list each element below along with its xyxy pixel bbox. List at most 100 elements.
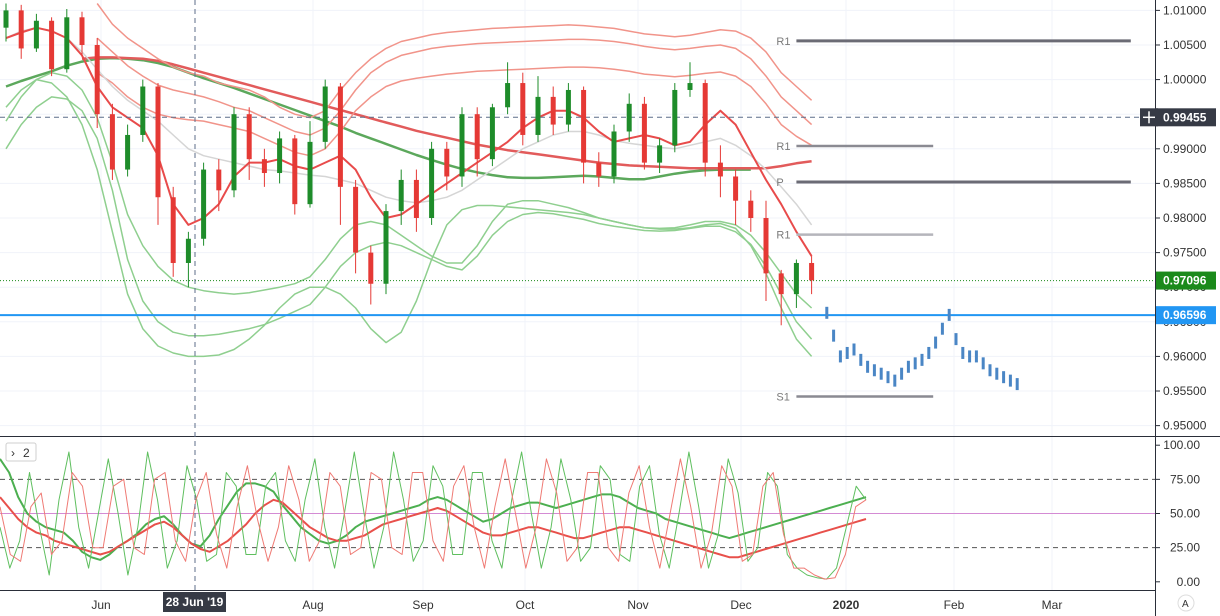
candle-body[interactable]	[368, 252, 374, 284]
candle-body[interactable]	[793, 262, 799, 295]
candle-body[interactable]	[641, 103, 647, 163]
candle-body[interactable]	[444, 148, 450, 177]
candle-body[interactable]	[49, 20, 55, 70]
candle-body[interactable]	[246, 114, 252, 160]
candle-body[interactable]	[733, 176, 739, 201]
candle-body[interactable]	[277, 138, 283, 174]
auto-scale-circle[interactable]	[1177, 594, 1195, 612]
candle-body[interactable]	[231, 114, 237, 191]
candle-body[interactable]	[18, 10, 24, 49]
candle-body[interactable]	[64, 17, 70, 70]
oscillator-panel[interactable]	[0, 451, 1155, 580]
candle-body[interactable]	[292, 138, 298, 205]
crosshair-price-label: 0.99455	[1163, 110, 1207, 124]
price-tick-label: 0.99000	[1163, 142, 1207, 156]
auto-scale-button[interactable]: A	[1177, 594, 1195, 612]
candle-body[interactable]	[657, 145, 663, 163]
time-tick-label: Jun	[91, 598, 110, 612]
overlay-line-8	[5, 96, 813, 340]
candle-body[interactable]	[611, 131, 617, 177]
indicator-collapse-control[interactable]: › 2	[5, 442, 37, 462]
oscillator-tick-label: 50.00	[1170, 507, 1200, 521]
candle-body[interactable]	[155, 86, 161, 198]
candle-body[interactable]	[185, 238, 191, 263]
price-tag-label-1: 0.96596	[1163, 308, 1207, 322]
candle-body[interactable]	[140, 86, 146, 135]
candle-body[interactable]	[474, 114, 480, 160]
candle-body[interactable]	[33, 20, 39, 49]
candle-body[interactable]	[535, 96, 541, 135]
candle-body[interactable]	[307, 141, 313, 205]
price-tag-box-1	[1156, 306, 1216, 325]
price-tags: 0.97096 0.96596	[1156, 271, 1216, 325]
collapse-box[interactable]	[5, 442, 37, 462]
oscillator-line-3[interactable]	[0, 458, 867, 580]
time-tick-label: Sep	[412, 598, 434, 612]
candle-body[interactable]	[596, 162, 602, 177]
candle-body[interactable]	[505, 83, 511, 108]
oscillator-line-2[interactable]	[0, 451, 867, 580]
price-tag-label-0: 0.97096	[1163, 274, 1207, 288]
candle-body[interactable]	[550, 96, 556, 125]
candle-body[interactable]	[353, 186, 359, 253]
crosshair-price-box	[1156, 108, 1216, 127]
candle-body[interactable]	[201, 169, 207, 239]
candle-body[interactable]	[520, 83, 526, 135]
candle-body[interactable]	[94, 44, 100, 115]
candle-body[interactable]	[687, 83, 693, 90]
time-tick-label: 2020	[833, 598, 860, 612]
candle-body[interactable]	[717, 162, 723, 177]
candle-body[interactable]	[581, 89, 587, 163]
projection-bar	[947, 308, 951, 321]
overlay-line-1	[81, 56, 812, 170]
price-tick-label: 0.95500	[1163, 384, 1207, 398]
candle-body[interactable]	[809, 262, 815, 281]
oscillator-tick-label: 100.00	[1163, 438, 1200, 452]
candle-body[interactable]	[565, 89, 571, 125]
candle-body[interactable]	[626, 103, 632, 132]
auto-scale-icon: A	[1182, 599, 1189, 610]
price-tick-label: 0.98500	[1163, 176, 1207, 190]
time-axis[interactable]: Jun Aug Sep Oct Nov Dec 2020 Feb Mar	[91, 598, 1062, 612]
price-tag-box-0	[1156, 271, 1216, 290]
candle-body[interactable]	[79, 17, 85, 45]
projection-bar	[893, 374, 897, 387]
horizontal-lines[interactable]	[0, 116, 1155, 317]
candle-body[interactable]	[3, 10, 9, 28]
projection-bar	[1015, 378, 1019, 391]
candle-body[interactable]	[748, 200, 754, 218]
candle-body[interactable]	[413, 179, 419, 218]
candle-body[interactable]	[763, 218, 769, 274]
projection-bar	[886, 371, 890, 384]
projection-bar	[872, 364, 876, 377]
candle-body[interactable]	[429, 148, 435, 218]
pivot-label-3: R1	[776, 230, 790, 242]
price-tick-label: 0.98000	[1163, 211, 1207, 225]
candle-body[interactable]	[383, 211, 389, 284]
oscillator-line-1[interactable]	[0, 496, 867, 559]
projection-bar	[934, 336, 938, 349]
candle-body[interactable]	[261, 159, 267, 174]
candle-body[interactable]	[125, 134, 131, 170]
oscillator-line-0[interactable]	[0, 458, 867, 561]
projection-bar	[900, 367, 904, 380]
projection-bar	[968, 350, 972, 363]
overlay-line-5	[5, 26, 813, 226]
candle-body[interactable]	[778, 273, 784, 295]
candle-body[interactable]	[322, 86, 328, 142]
time-tick-label: Feb	[944, 598, 965, 612]
candle-body[interactable]	[109, 114, 115, 170]
candle-body[interactable]	[216, 169, 222, 191]
candles[interactable]	[3, 3, 815, 326]
price-tick-label: 0.97500	[1163, 246, 1207, 260]
candle-body[interactable]	[702, 83, 708, 163]
candle-body[interactable]	[170, 197, 176, 263]
candle-body[interactable]	[459, 114, 465, 177]
candle-body[interactable]	[398, 179, 404, 212]
candle-body[interactable]	[337, 86, 343, 187]
candle-body[interactable]	[489, 107, 495, 160]
oscillator-tick-label: 25.00	[1170, 541, 1200, 555]
pivot-label-4: S1	[776, 392, 789, 404]
candle-body[interactable]	[672, 89, 678, 146]
